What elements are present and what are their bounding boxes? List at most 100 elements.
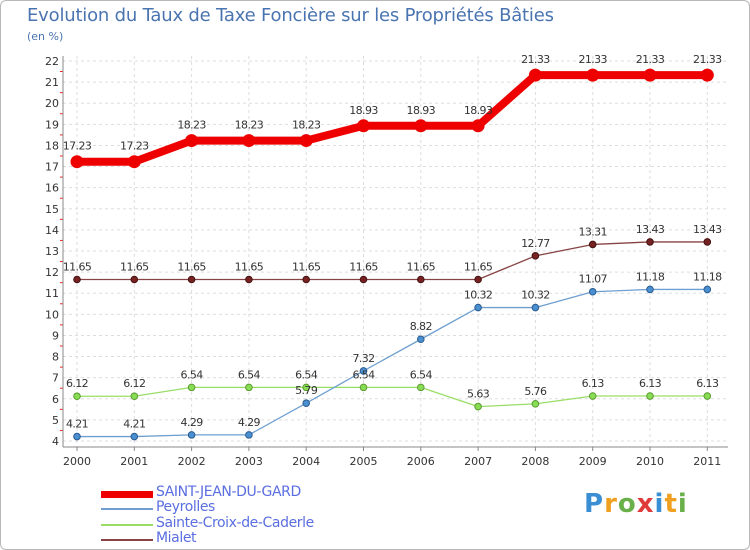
data-point (646, 392, 654, 400)
y-tick-label: 10 (45, 308, 59, 321)
data-labels: 11.65 11.65 11.65 11.65 11.65 11.65 11.65 11.65… (63, 53, 723, 431)
y-tick-label: 13 (45, 245, 59, 258)
data-label: 10.32 (464, 289, 493, 302)
data-label: 11.65 (177, 261, 206, 274)
series-line (76, 386, 708, 408)
data-label: 21.33 (578, 53, 607, 66)
data-label: 17.23 (120, 140, 149, 153)
x-tick-label: 2001 (120, 455, 148, 468)
data-point (73, 432, 81, 441)
x-tick-label: 2010 (636, 455, 664, 468)
data-point (586, 68, 600, 82)
y-tick-label: 5 (52, 414, 59, 427)
chart-title: Evolution du Taux de Taxe Foncière sur l… (27, 5, 554, 26)
y-tick-label: 11 (45, 287, 59, 300)
data-label: 6.54 (295, 368, 318, 381)
legend-label: SAINT-JEAN-DU-GARD (156, 484, 301, 500)
legend-label: Sainte-Croix-de-Caderle (156, 515, 314, 531)
y-tick-label: 9 (52, 329, 59, 342)
data-point (130, 392, 139, 401)
y-tick-label: 4 (52, 435, 59, 448)
data-point (474, 275, 482, 284)
data-point (70, 155, 84, 169)
y-tick-label: 15 (45, 203, 59, 216)
data-label: 6.54 (410, 368, 433, 381)
y-tick-label: 14 (45, 224, 59, 237)
data-label: 10.32 (521, 289, 550, 302)
x-tick-label: 2008 (521, 455, 549, 468)
data-label: 11.65 (292, 261, 321, 274)
data-point (528, 68, 542, 82)
series-line (73, 71, 712, 166)
x-tick-label: 2005 (350, 455, 378, 468)
data-label: 5.79 (295, 384, 318, 397)
data-point (588, 240, 597, 249)
series-saint-jean-du-gard (70, 68, 714, 169)
data-point (130, 432, 139, 441)
data-label: 6.54 (238, 368, 261, 381)
data-point (359, 275, 368, 284)
data-label: 13.43 (636, 223, 665, 236)
data-label: 11.65 (120, 261, 149, 274)
data-label: 4.29 (238, 416, 261, 429)
data-label: 18.93 (464, 104, 493, 117)
legend-label: Peyrolles (156, 499, 215, 515)
data-point (187, 431, 196, 439)
logo-letter: i (654, 489, 665, 519)
data-label: 6.54 (181, 368, 204, 381)
data-point (187, 383, 196, 392)
data-point (474, 402, 482, 411)
data-point (588, 287, 597, 296)
data-label: 6.54 (352, 368, 375, 381)
data-label: 21.33 (636, 53, 665, 66)
logo-letter: i (677, 489, 688, 519)
data-label: 13.43 (693, 223, 722, 236)
data-point (245, 383, 253, 392)
data-point (130, 275, 139, 284)
data-point (417, 383, 425, 392)
data-label: 13.31 (578, 225, 607, 238)
data-point (703, 392, 712, 400)
data-point (471, 119, 485, 133)
proxiti-logo: Proxiti (584, 489, 688, 519)
legend-swatch (101, 490, 153, 498)
y-tick-label: 21 (45, 76, 59, 89)
data-point (531, 400, 540, 408)
y-tick-label: 16 (45, 182, 59, 195)
data-point (185, 134, 199, 148)
logo-letter: r (604, 489, 618, 519)
data-label: 6.12 (66, 377, 88, 390)
data-label: 11.07 (578, 273, 607, 286)
x-tick-label: 2007 (464, 455, 492, 468)
y-tick-label: 18 (45, 139, 59, 152)
logo-letter: o (617, 489, 637, 519)
data-label: 11.65 (464, 261, 493, 274)
data-label: 18.93 (407, 104, 436, 117)
data-label: 11.65 (349, 261, 378, 274)
data-label: 17.23 (63, 140, 92, 153)
data-label: 4.21 (123, 418, 145, 431)
data-point (414, 119, 428, 133)
data-label: 11.18 (693, 270, 722, 283)
data-point (700, 68, 714, 82)
data-label: 11.65 (235, 261, 264, 274)
data-point (245, 431, 253, 439)
y-tick-label: 20 (45, 97, 59, 110)
data-label: 18.23 (292, 119, 321, 132)
data-label: 21.33 (521, 53, 550, 66)
grid (63, 56, 728, 447)
x-tick-label: 2006 (407, 455, 435, 468)
data-point (359, 367, 368, 375)
data-point (187, 275, 196, 284)
data-label: 18.23 (235, 119, 264, 132)
data-label: 4.21 (66, 418, 88, 431)
data-point (643, 68, 657, 82)
x-tick-label: 2009 (579, 455, 607, 468)
series-sainte-croix-de-caderle (73, 383, 712, 411)
series-line (76, 241, 708, 281)
x-tick-label: 2003 (235, 455, 263, 468)
series-peyrolles (73, 285, 712, 441)
data-label: 8.82 (410, 320, 432, 333)
